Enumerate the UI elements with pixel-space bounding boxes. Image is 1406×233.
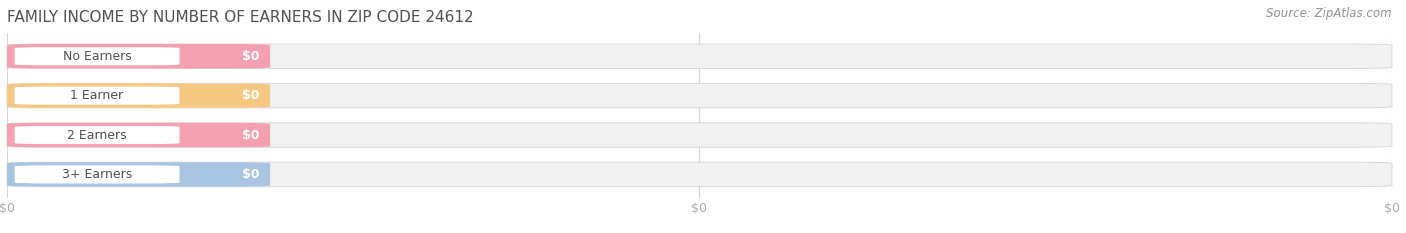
Text: $0: $0 — [242, 89, 259, 102]
Text: 2 Earners: 2 Earners — [67, 129, 127, 141]
Text: $0: $0 — [242, 50, 259, 63]
Text: 1 Earner: 1 Earner — [70, 89, 124, 102]
FancyBboxPatch shape — [7, 44, 1392, 69]
FancyBboxPatch shape — [14, 125, 180, 145]
FancyBboxPatch shape — [7, 162, 270, 187]
FancyBboxPatch shape — [7, 83, 270, 108]
FancyBboxPatch shape — [7, 44, 270, 69]
FancyBboxPatch shape — [14, 86, 180, 105]
Text: $0: $0 — [242, 168, 259, 181]
Text: FAMILY INCOME BY NUMBER OF EARNERS IN ZIP CODE 24612: FAMILY INCOME BY NUMBER OF EARNERS IN ZI… — [7, 10, 474, 24]
FancyBboxPatch shape — [7, 123, 270, 147]
Text: $0: $0 — [242, 129, 259, 141]
Text: No Earners: No Earners — [63, 50, 131, 63]
FancyBboxPatch shape — [14, 165, 180, 184]
FancyBboxPatch shape — [7, 123, 1392, 147]
FancyBboxPatch shape — [14, 47, 180, 66]
Text: Source: ZipAtlas.com: Source: ZipAtlas.com — [1267, 7, 1392, 20]
FancyBboxPatch shape — [7, 162, 1392, 187]
FancyBboxPatch shape — [7, 83, 1392, 108]
Text: 3+ Earners: 3+ Earners — [62, 168, 132, 181]
